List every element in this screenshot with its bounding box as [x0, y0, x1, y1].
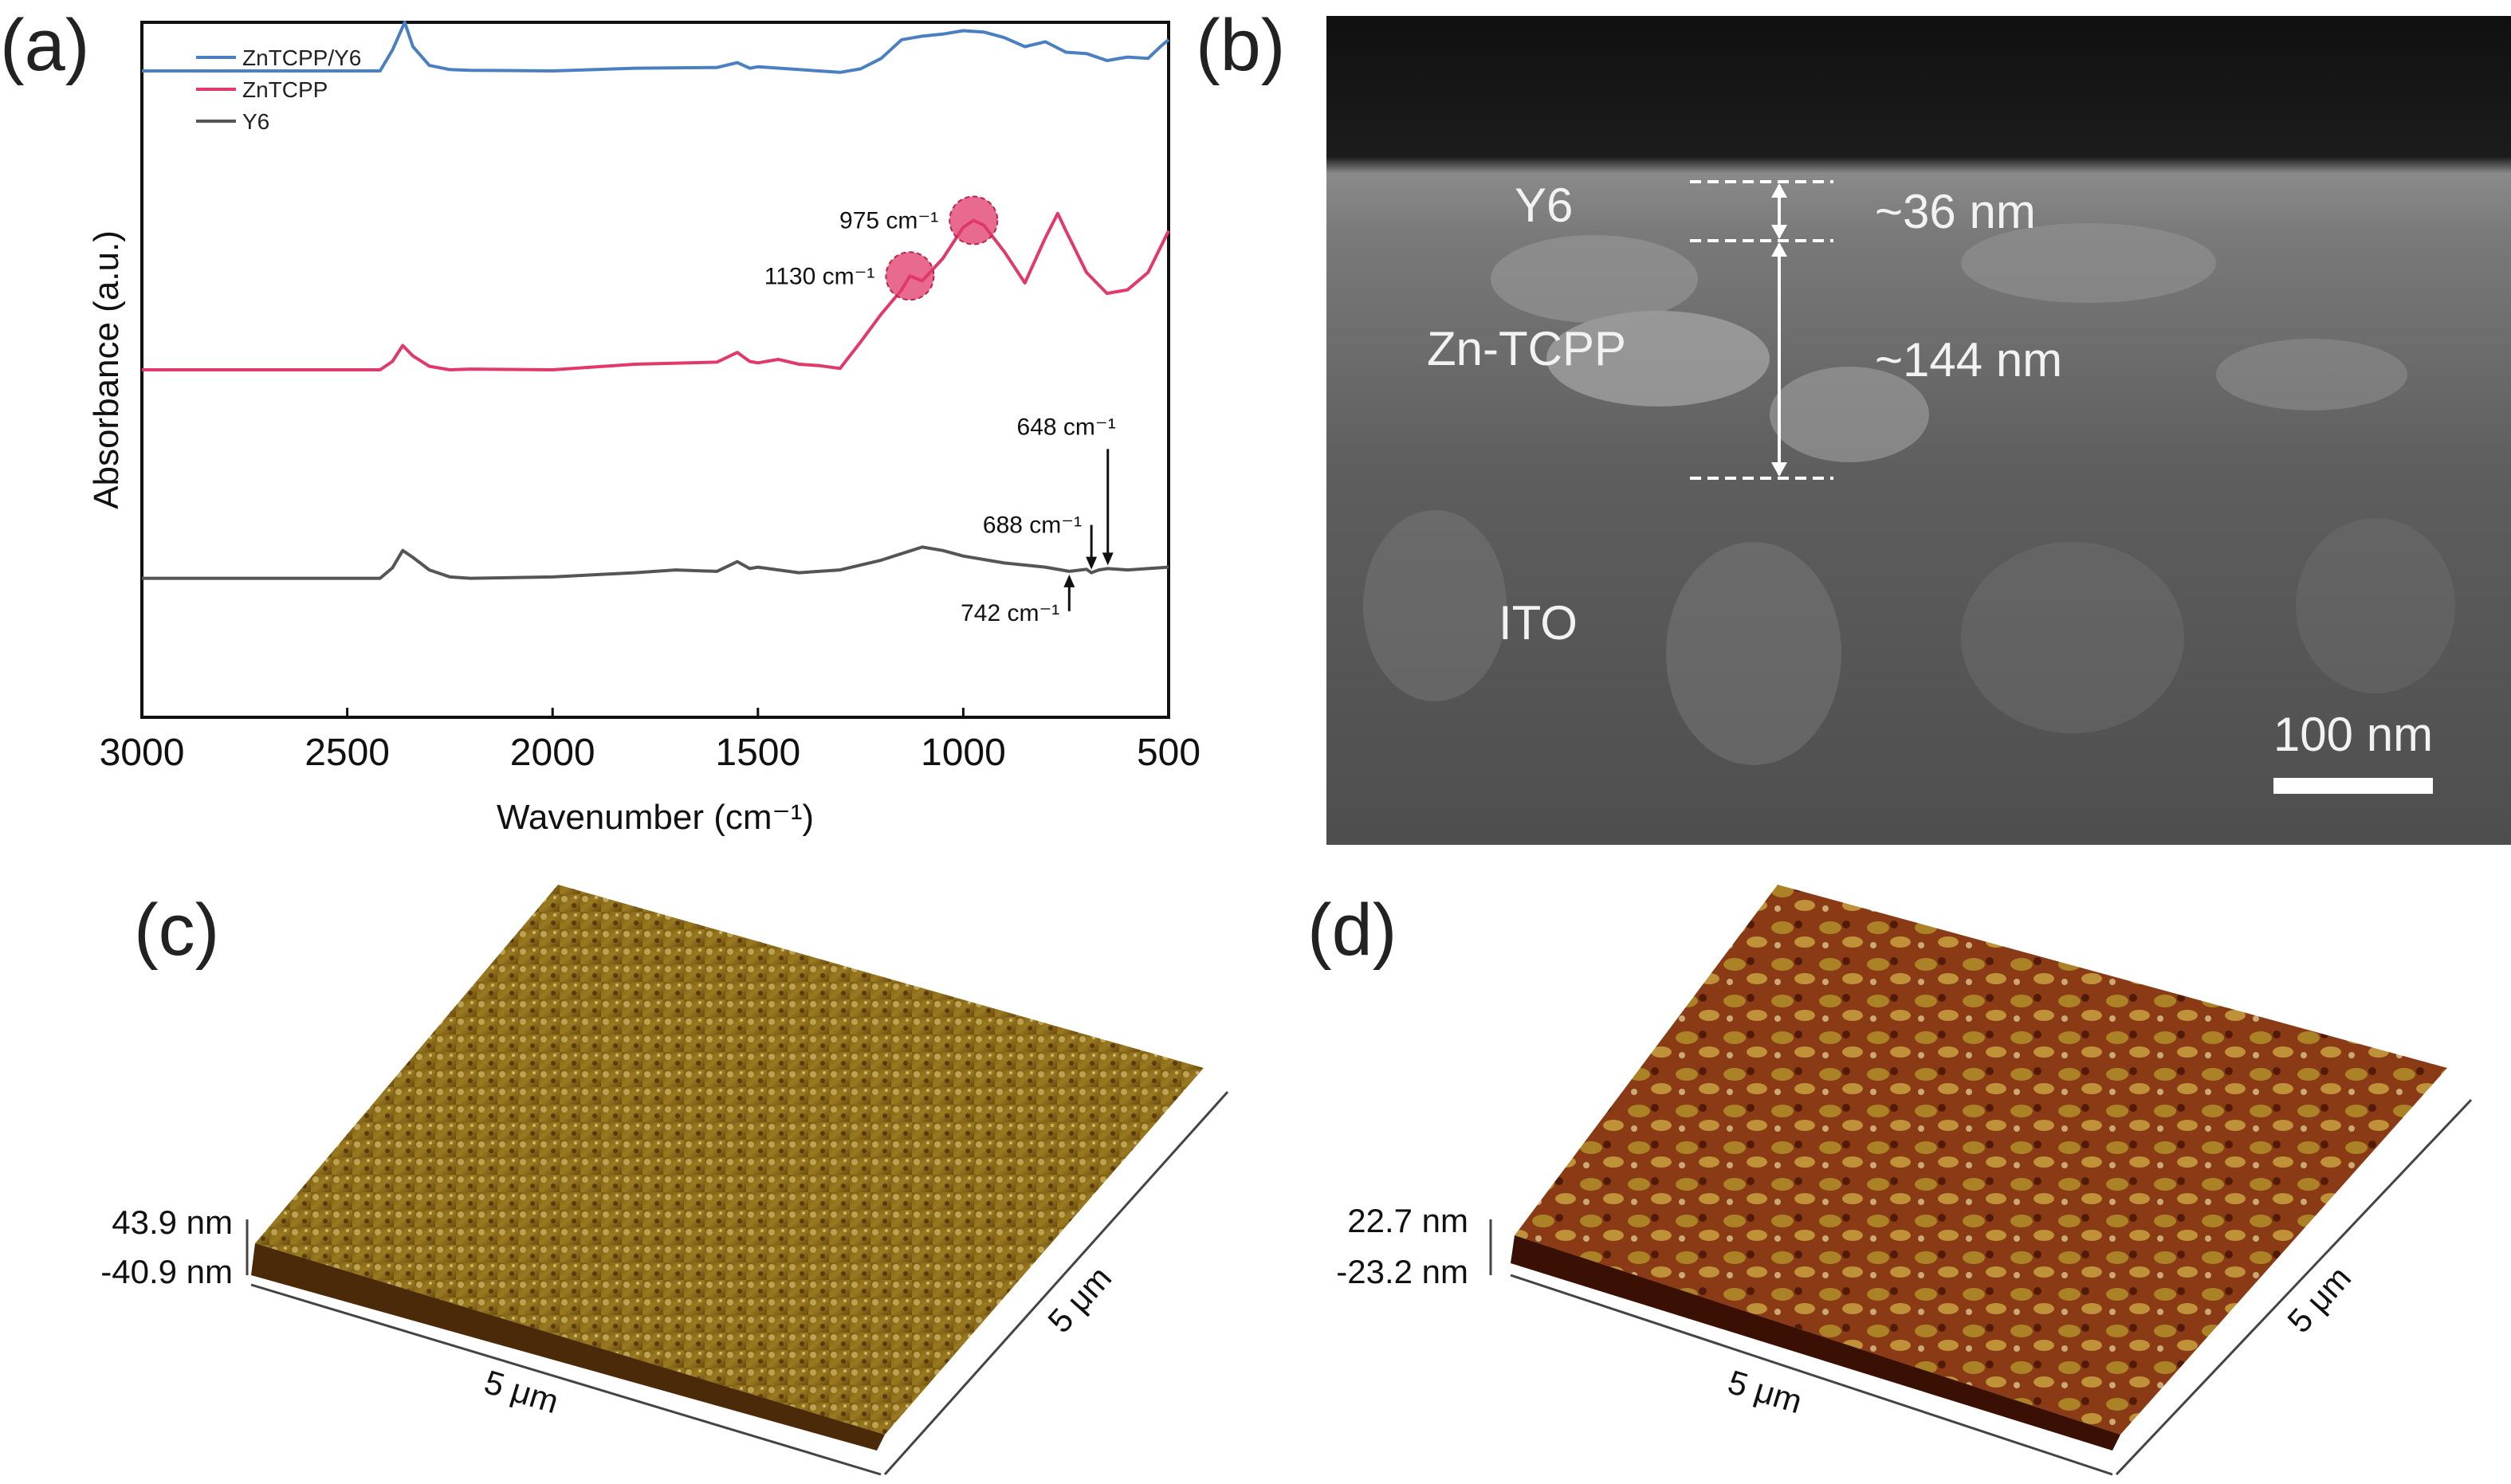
- x-axis-title: Wavenumber (cm⁻¹): [497, 798, 814, 837]
- x-tick-label-2: 2000: [510, 732, 595, 774]
- afm-image-c: 43.9 nm -40.9 nm 5 μm 5 μm: [100, 885, 1229, 1476]
- afm-axis-x: [250, 1283, 882, 1476]
- afm-d-xlabel: 5 μm: [1723, 1363, 1806, 1420]
- sem-thickness-y6: ~36 nm: [1875, 185, 2036, 238]
- annotation-arrowhead-4: [1063, 574, 1075, 587]
- series-group: [142, 21, 1170, 580]
- afm-side-front: [1511, 1235, 2120, 1451]
- grain: [1546, 311, 1770, 406]
- annotation-arrowhead-2: [1102, 552, 1114, 566]
- afm-image-d: 22.7 nm -23.2 nm 5 μm 5 μm: [1336, 885, 2473, 1476]
- legend: ZnTCPP/Y6 ZnTCPP Y6: [196, 45, 361, 134]
- series-line-zntcpp-y6: [142, 21, 1170, 74]
- peak-label-0: 975 cm⁻¹: [839, 208, 938, 234]
- arrow-head: [1771, 183, 1787, 239]
- afm-surface: [1515, 885, 2447, 1435]
- x-tick-label-4: 1000: [921, 732, 1006, 774]
- legend-label-0: ZnTCPP/Y6: [242, 45, 361, 70]
- sem-label-zntcpp: Zn-TCPP: [1427, 322, 1626, 375]
- afm-axis-y: [2115, 1098, 2473, 1476]
- legend-label-2: Y6: [242, 109, 269, 134]
- grain: [1363, 510, 1507, 701]
- annotation-label-2: 648 cm⁻¹: [1017, 414, 1116, 440]
- series-line-y6: [142, 545, 1169, 580]
- grain: [1666, 542, 1841, 765]
- panel-label-a: (a): [0, 5, 89, 86]
- grain: [2216, 339, 2407, 410]
- afm-c-ylabel: 5 μm: [1040, 1259, 1118, 1340]
- grain: [1770, 367, 1929, 462]
- peak-label-1: 1130 cm⁻¹: [764, 263, 875, 289]
- peak-marker-1: [885, 251, 935, 301]
- ftir-chart: 3000 2500 2000 1500 1000 500 975 cm⁻¹ 1130 cm⁻…: [87, 21, 1200, 837]
- peak-marker-0: [949, 195, 999, 245]
- x-tick-label-1: 2500: [305, 732, 390, 774]
- x-tick-label-0: 3000: [100, 732, 185, 774]
- afm-d-zmax: 22.7 nm: [1347, 1202, 1468, 1239]
- afm-surface: [255, 885, 1204, 1435]
- annotation-label-4: 742 cm⁻¹: [961, 600, 1059, 626]
- grain: [2296, 518, 2455, 693]
- series-line-zntcpp: [142, 211, 1170, 371]
- afm-d-ylabel: 5 μm: [2280, 1259, 2358, 1340]
- afm-c-zmax: 43.9 nm: [112, 1203, 233, 1241]
- legend-label-1: ZnTCPP: [242, 77, 328, 102]
- sem-label-y6: Y6: [1515, 179, 1573, 232]
- afm-side-front: [251, 1243, 885, 1451]
- annotation-label-3: 688 cm⁻¹: [983, 512, 1082, 539]
- afm-axis-y: [883, 1090, 1229, 1476]
- panel-label-c: (c): [134, 889, 219, 971]
- x-tick-label-5: 500: [1137, 732, 1200, 774]
- sem-label-ito: ITO: [1499, 596, 1578, 650]
- sem-image: Y6 Zn-TCPP ITO ~36 nm ~144 nm 100 nm: [1326, 16, 2511, 845]
- sem-thickness-zntcpp: ~144 nm: [1875, 333, 2062, 387]
- x-axis-ticks: 3000 2500 2000 1500 1000 500: [100, 708, 1200, 774]
- scale-bar-label: 100 nm: [2273, 708, 2433, 761]
- afm-axis-x: [1510, 1274, 2113, 1476]
- panel-label-b: (b): [1196, 5, 1285, 86]
- annotation-arrowhead-3: [1086, 556, 1098, 570]
- annotations-group: 975 cm⁻¹ 1130 cm⁻¹ 648 cm⁻¹ 688 cm⁻¹ 742 cm⁻…: [764, 195, 1116, 626]
- afm-c-zmin: -40.9 nm: [100, 1253, 233, 1290]
- grain: [1961, 542, 2184, 733]
- afm-c-xlabel: 5 μm: [480, 1363, 563, 1420]
- panel-label-d: (d): [1307, 889, 1397, 971]
- afm-d-zmin: -23.2 nm: [1336, 1253, 1468, 1290]
- x-tick-label-3: 1500: [715, 732, 800, 774]
- y-axis-title: Absorbance (a.u.): [87, 230, 126, 509]
- grain: [1961, 223, 2216, 303]
- scale-bar: [2273, 778, 2433, 794]
- grain: [1491, 235, 1698, 323]
